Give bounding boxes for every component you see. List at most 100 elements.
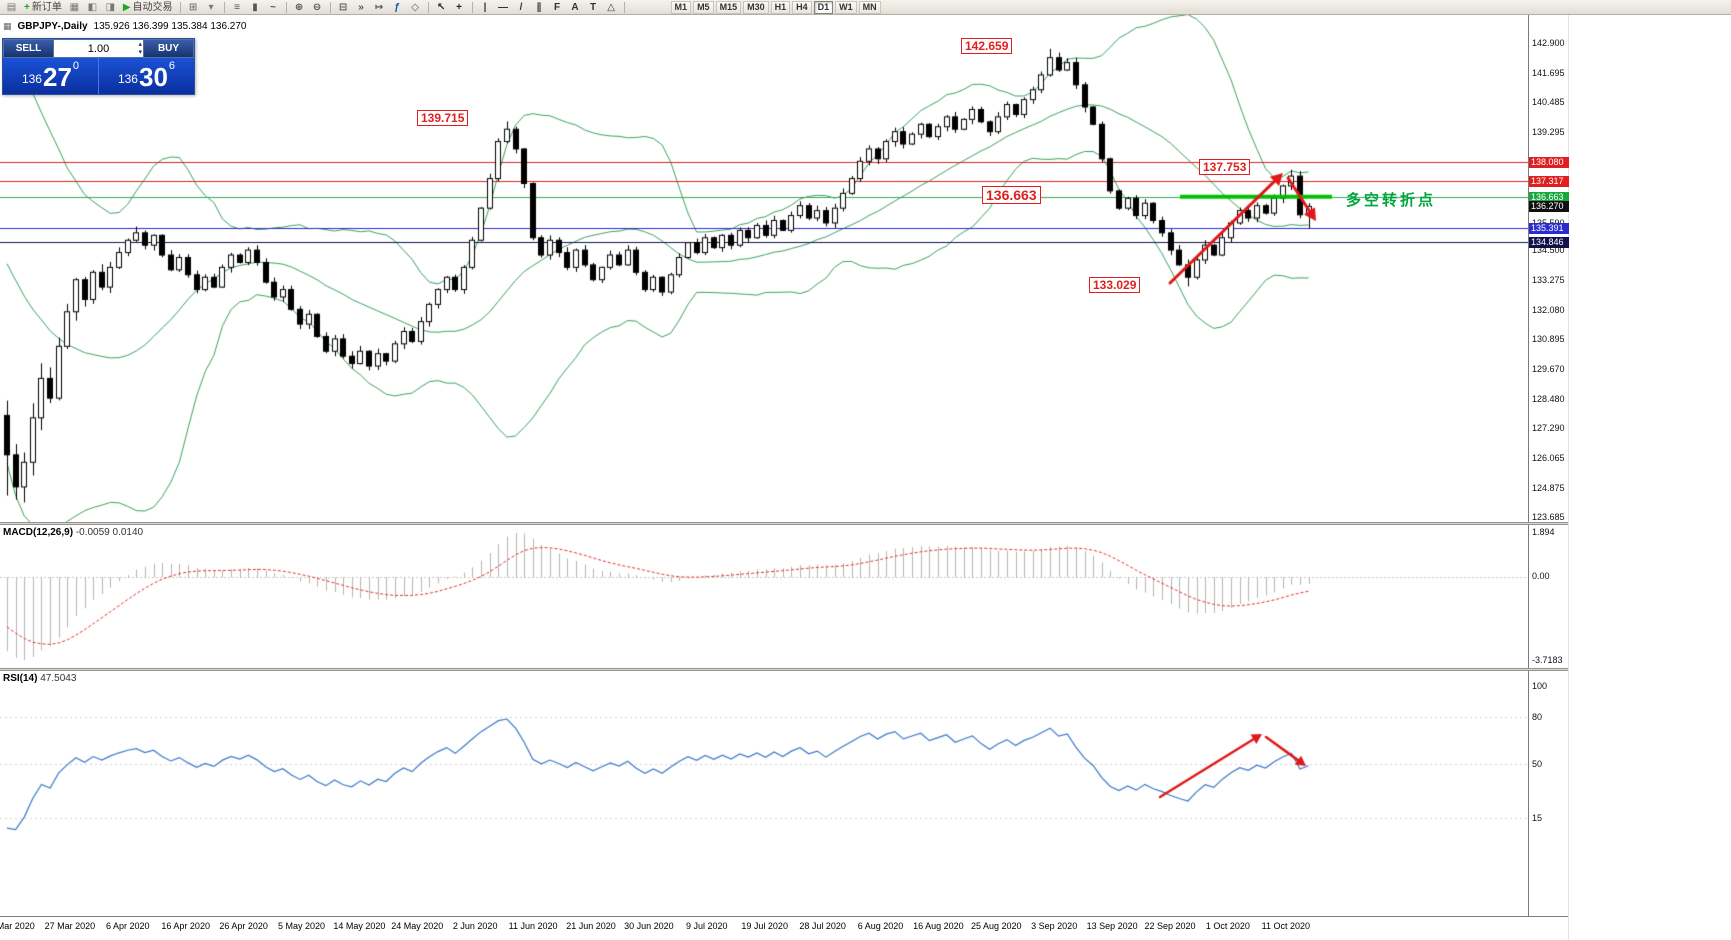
new-chart-icon[interactable]: ⊞	[185, 1, 202, 14]
buy-price[interactable]: 136 30 6	[99, 58, 194, 94]
volume-down-icon[interactable]: ▾	[138, 49, 142, 56]
bar-chart-icon[interactable]: ≡	[229, 1, 246, 14]
date-axis-label: 21 Jun 2020	[566, 921, 616, 931]
volume-up-icon[interactable]: ▴	[138, 41, 142, 48]
navigator-icon[interactable]: ◨	[102, 1, 119, 14]
equidistant-channel-icon[interactable]: ∥	[531, 1, 548, 14]
profiles-icon: ▾	[208, 1, 214, 13]
price-callout-label[interactable]: 137.753	[1199, 159, 1251, 175]
profiles-icon[interactable]: ▾	[203, 1, 220, 14]
date-axis-label: 11 Oct 2020	[1261, 921, 1310, 931]
sell-price-sub: 0	[72, 60, 80, 72]
trendline-icon[interactable]: /	[513, 1, 530, 14]
rsi-name: RSI(14)	[3, 673, 38, 684]
chart-shift-icon[interactable]: ↦	[371, 1, 388, 14]
price-scale-label: 139.295	[1532, 126, 1565, 137]
timeframe-button-m30[interactable]: M30	[743, 0, 769, 14]
main-price-chart[interactable]	[0, 15, 1528, 522]
sell-price-int: 136	[21, 72, 42, 86]
date-axis-label: 30 Jun 2020	[624, 921, 674, 931]
text-label-icon[interactable]: T	[585, 1, 602, 14]
toolbar-separator	[285, 1, 287, 13]
price-scale-label: 141.695	[1532, 67, 1565, 78]
auto-trading-button[interactable]: ▶ 自动交易	[120, 1, 176, 14]
rsi-indicator-pane[interactable]	[0, 671, 1528, 916]
pane-separator[interactable]	[0, 668, 1568, 671]
price-callout-label[interactable]: 136.663	[982, 186, 1041, 204]
timeframe-button-mn[interactable]: MN	[858, 0, 881, 14]
line-chart-icon[interactable]: ~	[265, 1, 282, 14]
price-scale-label: 123.685	[1532, 511, 1565, 522]
auto-scroll-icon[interactable]: »	[353, 1, 370, 14]
date-axis-label: 28 Jul 2020	[799, 921, 846, 931]
buy-price-sub: 6	[168, 60, 176, 72]
rsi-level-label: 100	[1532, 681, 1548, 691]
price-scale-label: 134.500	[1532, 245, 1565, 256]
text-icon[interactable]: A	[567, 1, 584, 14]
vertical-line-icon: |	[483, 1, 487, 13]
annotation-note[interactable]: 多空转折点	[1346, 192, 1437, 209]
data-window-icon: ◧	[87, 1, 98, 13]
date-axis-label: 14 May 2020	[333, 921, 386, 931]
current-price-tag: 136.270	[1529, 201, 1569, 213]
price-callout-label[interactable]: 133.029	[1089, 277, 1141, 293]
indicators-icon[interactable]: ƒ	[389, 1, 406, 14]
candlestick-chart-icon[interactable]: ▮	[247, 1, 264, 14]
date-axis[interactable]: 8 Mar 2020 27 Mar 2020 6 Apr 2020 16 Apr 20…	[0, 916, 1568, 940]
fibonacci-icon[interactable]: F	[549, 1, 566, 14]
price-scale-label: 128.480	[1532, 393, 1565, 404]
cursor-icon[interactable]: ↖	[433, 1, 450, 14]
level-price-tag: 138.080	[1529, 156, 1569, 168]
buy-button[interactable]: BUY	[143, 39, 194, 58]
chart-title: GBPJPY-,Daily	[17, 21, 88, 32]
price-callout-label[interactable]: 142.659	[961, 38, 1013, 54]
zoom-in-icon: ⊕	[294, 1, 304, 13]
toolbar-separator	[623, 1, 625, 13]
date-axis-label: 16 Aug 2020	[913, 921, 964, 931]
vertical-line-icon[interactable]: |	[477, 1, 494, 14]
tile-windows-icon[interactable]: ⊟	[335, 1, 352, 14]
rsi-level-label: 80	[1532, 712, 1543, 722]
toolbar-separator	[179, 1, 181, 13]
toolbar-separator	[427, 1, 429, 13]
price-scale-label: 124.875	[1532, 482, 1565, 493]
macd-name: MACD(12,26,9)	[3, 527, 74, 538]
timeframe-button-h1[interactable]: H1	[770, 0, 791, 14]
zoom-out-icon[interactable]: ⊖	[309, 1, 326, 14]
price-scale[interactable]: 142.900 141.695 140.485 139.295 138.080 137.3…	[1528, 15, 1569, 522]
market-watch-icon[interactable]: ▦	[66, 1, 83, 14]
auto-trading-button-label: 自动交易	[132, 1, 173, 13]
price-callout-label[interactable]: 139.715	[417, 110, 469, 126]
macd-indicator-p ane[interactable]	[0, 525, 1528, 668]
volume-spinner: ▴ ▾	[138, 41, 142, 57]
chart-window: 142.900 141.695 140.485 139.295 138.080 137.3…	[0, 15, 1569, 940]
volume-input[interactable]: 1.00 ▴ ▾	[54, 39, 143, 58]
toolbar-separator	[329, 1, 331, 13]
horizontal-line-icon[interactable]: —	[495, 1, 512, 14]
zoom-out-icon: ⊖	[312, 1, 322, 13]
new-chart-icon: ⊞	[188, 1, 198, 13]
timeframe-button-w1[interactable]: W1	[835, 0, 857, 14]
crosshair-icon[interactable]: +	[451, 1, 468, 14]
shapes-icon[interactable]: △	[603, 1, 620, 14]
timeframe-button-m5[interactable]: M5	[693, 0, 714, 14]
new-order-button-label: 新订单	[31, 1, 62, 13]
new-order-button[interactable]: + 新订单	[21, 1, 65, 14]
timeframe-button-m15[interactable]: M15	[715, 0, 742, 14]
zoom-in-icon[interactable]: ⊕	[291, 1, 308, 14]
new-order-icon[interactable]: ▤	[3, 1, 20, 14]
sell-price[interactable]: 136 27 0	[3, 58, 98, 94]
timeframe-button-m1[interactable]: M1	[670, 0, 692, 14]
timeframe-button-h4[interactable]: H4	[792, 0, 812, 14]
data-window-icon[interactable]: ◧	[84, 1, 101, 14]
pane-separator[interactable]	[0, 522, 1568, 525]
level-price-tag: 136.663	[1529, 191, 1569, 203]
volume-value: 1.00	[87, 42, 110, 55]
sell-button[interactable]: SELL	[3, 39, 54, 58]
level-price-tag: 134.846	[1529, 236, 1569, 248]
objects-list-icon[interactable]: ◇	[407, 1, 424, 14]
shapes-icon: △	[607, 1, 615, 13]
price-scale-label: 126.065	[1532, 453, 1565, 464]
timeframe-button-d1[interactable]: D1	[813, 0, 834, 14]
toolbar-separator	[471, 1, 473, 13]
